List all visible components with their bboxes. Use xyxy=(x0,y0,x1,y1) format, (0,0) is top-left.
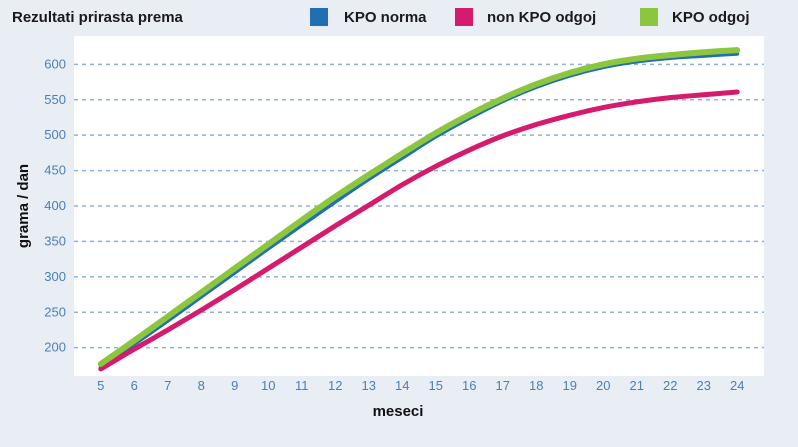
y-tick-label: 250 xyxy=(44,304,66,319)
y-tick-label: 300 xyxy=(44,269,66,284)
x-tick-label: 21 xyxy=(629,378,643,393)
x-tick-label: 5 xyxy=(97,378,104,393)
x-tick-label: 16 xyxy=(462,378,476,393)
x-tick-label: 11 xyxy=(295,378,309,393)
y-tick-label: 550 xyxy=(44,92,66,107)
x-tick-label: 17 xyxy=(496,378,510,393)
x-tick-label: 18 xyxy=(529,378,543,393)
legend-label-kpo-norma: KPO norma xyxy=(344,9,427,26)
x-tick-label: 19 xyxy=(562,378,576,393)
x-tick-label: 20 xyxy=(596,378,610,393)
x-tick-label: 8 xyxy=(198,378,205,393)
x-axis-label: meseci xyxy=(373,403,424,420)
y-tick-label: 600 xyxy=(44,56,66,71)
x-tick-label: 10 xyxy=(261,378,275,393)
x-tick-label: 7 xyxy=(164,378,171,393)
series-lines xyxy=(97,47,741,372)
y-tick-label: 200 xyxy=(44,340,66,355)
legend-item-non-kpo-odgoj: non KPO odgoj xyxy=(455,8,596,26)
legend-label-kpo-odgoj: KPO odgoj xyxy=(672,9,750,26)
x-tick-labels: 5 6 7 8 9 10 11 12 13 14 15 16 17 18 19 20 21 22 23 24 xyxy=(97,378,744,393)
x-tick-label: 13 xyxy=(362,378,376,393)
legend-swatch-non-kpo-odgoj xyxy=(455,8,473,26)
legend-swatch-kpo-norma xyxy=(310,8,328,26)
x-tick-label: 12 xyxy=(328,378,342,393)
chart-title: Rezultati prirasta prema xyxy=(12,9,184,26)
x-tick-label: 15 xyxy=(429,378,443,393)
legend-item-kpo-odgoj: KPO odgoj xyxy=(640,8,750,26)
y-tick-label: 450 xyxy=(44,163,66,178)
series-line-kpo-odgoj xyxy=(97,47,741,367)
x-tick-label: 23 xyxy=(696,378,710,393)
legend: KPO norma non KPO odgoj KPO odgoj xyxy=(310,8,750,26)
x-tick-label: 24 xyxy=(730,378,744,393)
y-tick-label: 350 xyxy=(44,233,66,248)
y-tick-labels: 200 250 300 350 400 450 500 550 600 xyxy=(44,56,66,354)
y-tick-label: 500 xyxy=(44,127,66,142)
x-tick-label: 6 xyxy=(131,378,138,393)
legend-label-non-kpo-odgoj: non KPO odgoj xyxy=(487,9,596,26)
x-tick-label: 14 xyxy=(395,378,409,393)
series-line-non-kpo-odgoj xyxy=(98,89,740,372)
gridlines xyxy=(74,63,764,349)
y-axis-label: grama / dan xyxy=(15,164,32,248)
x-tick-label: 9 xyxy=(231,378,238,393)
legend-item-kpo-norma: KPO norma xyxy=(310,8,427,26)
x-tick-label: 22 xyxy=(663,378,677,393)
y-tick-label: 400 xyxy=(44,198,66,213)
legend-swatch-kpo-odgoj xyxy=(640,8,658,26)
